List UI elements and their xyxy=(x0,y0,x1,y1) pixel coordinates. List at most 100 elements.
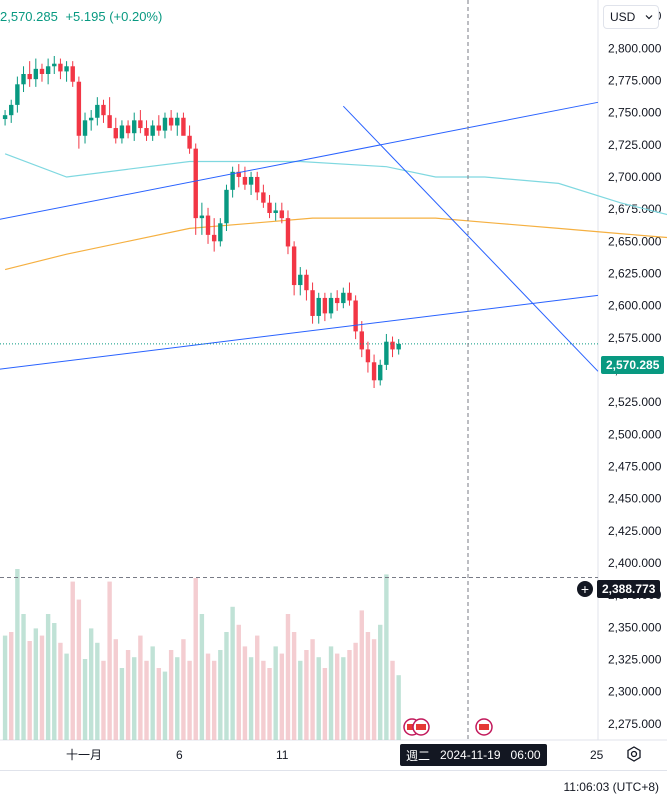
volume-bar xyxy=(27,641,32,740)
volume-bar xyxy=(298,660,303,740)
candle-body xyxy=(390,341,395,350)
candle-body xyxy=(310,290,315,316)
candle-body xyxy=(371,362,377,381)
volume-bar xyxy=(242,646,248,740)
volume-bar xyxy=(291,632,297,740)
volume-bar xyxy=(230,606,235,740)
y-tick-label: 2,300.000 xyxy=(608,685,662,699)
volume-bar xyxy=(310,639,315,740)
candle-body xyxy=(304,274,309,291)
volume-bar xyxy=(316,657,321,740)
crosshair-weekday: 週二 xyxy=(406,748,431,763)
y-tick-label: 2,800.000 xyxy=(608,41,662,55)
last-price-tag: 2,570.285 xyxy=(601,356,665,374)
volume-bar xyxy=(322,668,328,740)
volume-bar xyxy=(21,614,26,740)
candle-body xyxy=(175,117,180,126)
volume-bar xyxy=(211,660,217,740)
candle-body xyxy=(285,218,291,247)
settings-icon[interactable] xyxy=(625,745,643,763)
clock-time[interactable]: 11:06:03 (UTC+8) xyxy=(563,780,660,794)
volume-bar xyxy=(261,660,266,740)
volume-bar xyxy=(113,639,118,740)
us-flag-event-icon xyxy=(407,724,417,730)
candle-body xyxy=(267,202,272,213)
candle-body xyxy=(359,331,364,350)
y-tick-label: 2,325.000 xyxy=(608,653,662,667)
y-tick-label: 2,425.000 xyxy=(608,524,662,538)
candle-body xyxy=(255,176,260,193)
volume-bar xyxy=(125,650,131,740)
volume-bar xyxy=(255,635,260,740)
volume-bar xyxy=(279,653,285,740)
ma-slow-line xyxy=(4,217,667,271)
candle-body xyxy=(76,81,82,136)
candle-body xyxy=(199,215,205,219)
candle-body xyxy=(334,297,340,304)
volume-bar xyxy=(39,635,45,740)
candle-body xyxy=(396,343,401,350)
candle-body xyxy=(378,364,383,381)
volume-bar xyxy=(52,623,57,740)
volume-bar xyxy=(334,653,340,740)
volume-bar xyxy=(187,660,192,740)
candle-body xyxy=(156,125,162,131)
trendline xyxy=(0,101,599,220)
candle-body xyxy=(328,297,334,314)
y-tick-label: 2,600.000 xyxy=(608,299,662,313)
candle-body xyxy=(273,210,278,213)
x-tick-label: 25 xyxy=(590,748,604,762)
ma-fast-line xyxy=(4,153,667,216)
trendline xyxy=(342,105,599,372)
candle-body xyxy=(45,66,51,74)
volume-bar xyxy=(353,642,358,740)
candle-body xyxy=(33,68,39,80)
volume-bar xyxy=(58,642,63,740)
candle-body xyxy=(365,349,371,363)
crosshair-price-label: 2,388.773 xyxy=(597,580,661,598)
candle-body xyxy=(279,210,285,219)
volume-bar xyxy=(175,657,180,740)
volume-bar xyxy=(273,646,278,740)
candle-body xyxy=(384,341,389,365)
candle-body xyxy=(21,74,26,85)
currency-label: USD xyxy=(610,10,636,24)
us-flag-event-icon xyxy=(416,724,426,730)
candle-body xyxy=(101,104,106,116)
status-bar: 11:06:03 (UTC+8) xyxy=(0,770,667,797)
candle-body xyxy=(322,297,328,314)
volume-bar xyxy=(390,660,395,740)
candle-body xyxy=(205,215,211,235)
us-flag-event-icon xyxy=(479,724,489,730)
candle-body xyxy=(125,125,131,134)
volume-bar xyxy=(101,660,106,740)
volume-bar xyxy=(156,668,162,740)
volume-bar xyxy=(304,650,309,740)
volume-bar xyxy=(248,657,254,740)
volume-bar xyxy=(267,668,272,740)
volume-bar xyxy=(33,628,39,740)
candle-body xyxy=(341,292,346,304)
currency-selector[interactable]: USD xyxy=(603,5,659,29)
candle-body xyxy=(248,176,254,185)
volume-bar xyxy=(2,635,8,740)
plus-circle-icon[interactable]: + xyxy=(576,580,594,598)
volume-bar xyxy=(205,653,211,740)
candle-body xyxy=(347,292,352,301)
y-tick-label: 2,675.000 xyxy=(608,202,662,216)
y-tick-label: 2,400.000 xyxy=(608,556,662,570)
volume-bar xyxy=(82,659,88,740)
volume-bar xyxy=(236,624,241,740)
candle-body xyxy=(193,148,198,219)
candle-body xyxy=(52,63,57,67)
candle-body xyxy=(132,120,137,134)
candle-body xyxy=(236,171,241,177)
candle-body xyxy=(95,104,100,118)
y-tick-label: 2,450.000 xyxy=(608,492,662,506)
candle-body xyxy=(291,246,297,286)
candle-body xyxy=(144,128,149,136)
volume-bar xyxy=(15,569,20,740)
x-tick-label: 11 xyxy=(276,748,289,762)
candle-body xyxy=(119,125,125,139)
